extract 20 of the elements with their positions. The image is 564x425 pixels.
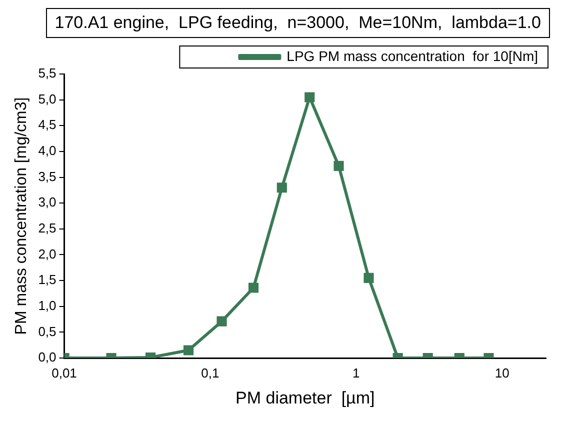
- y-tick-label: 2,0: [38, 246, 56, 262]
- x-tick-label: 1: [352, 365, 360, 380]
- y-tick-label: 4,5: [38, 117, 56, 132]
- y-tick-label: 0,0: [38, 350, 56, 365]
- y-tick-label: 1,5: [38, 272, 56, 288]
- legend-label: LPG PM mass concentration for 10[Nm]: [286, 48, 538, 64]
- y-tick-label: 1,0: [38, 298, 56, 313]
- y-tick-label: 3,5: [38, 168, 56, 184]
- x-axis-title: PM diameter [µm]: [236, 388, 375, 408]
- y-tick-label: 2,5: [38, 220, 56, 236]
- y-tick-label: 3,0: [38, 194, 56, 210]
- x-tick-label: 10: [494, 365, 510, 380]
- y-tick-label: 4,0: [38, 143, 56, 158]
- y-axis-title: PM mass concentration [mg/cm3]: [13, 97, 30, 335]
- y-tick-label: 5,0: [38, 91, 56, 106]
- y-tick-label: 0,5: [38, 324, 56, 339]
- x-tick-label: 0,01: [52, 365, 77, 380]
- chart-title: 170.A1 engine, LPG feeding, n=3000, Me=10Nm, lambda=1.0: [46, 8, 550, 38]
- x-tick-label: 0,1: [201, 365, 220, 380]
- y-tick-label: 5,5: [38, 66, 56, 81]
